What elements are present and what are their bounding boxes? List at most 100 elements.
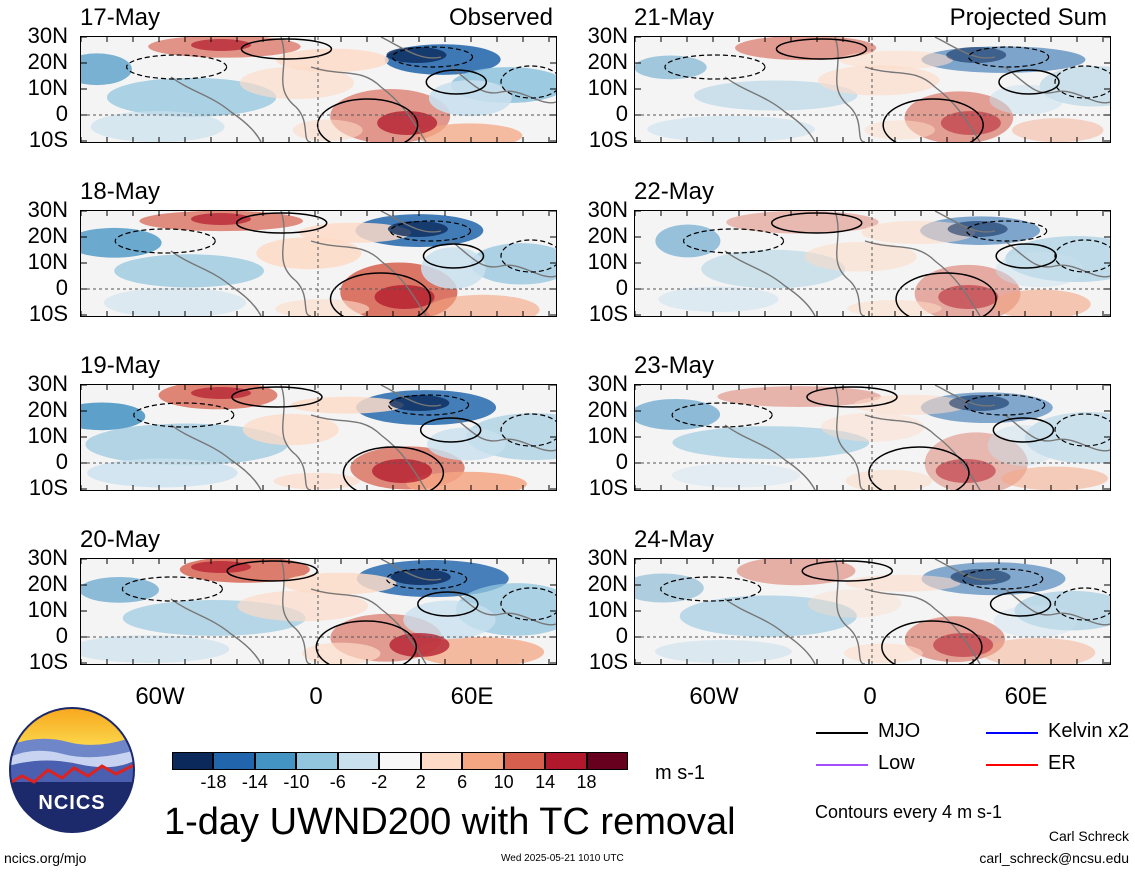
- wind-anomaly-map: [634, 36, 1111, 143]
- footer-url[interactable]: ncics.org/mjo: [4, 850, 87, 866]
- wind-anomaly-map: [80, 558, 557, 665]
- lat-tick-label: 30N: [27, 371, 68, 396]
- colorbar-swatch: [254, 752, 297, 770]
- colorbar: [172, 752, 628, 770]
- lat-tick-label: 20N: [27, 223, 68, 248]
- colorbar-swatch: [172, 752, 214, 770]
- lat-tick-label: 0: [55, 449, 68, 474]
- colorbar-tick-label: -18: [200, 772, 227, 792]
- lon-tick-label: 60E: [1004, 683, 1048, 710]
- wind-anomaly-map: [634, 210, 1111, 317]
- lon-tick-label: 60E: [450, 683, 494, 710]
- lat-tick-label: 10N: [27, 75, 68, 100]
- legend-swatch: [986, 732, 1038, 734]
- lat-tick-label: 0: [615, 275, 628, 300]
- panel-date: 18-May: [80, 178, 161, 205]
- lat-tick-label: 10N: [587, 75, 628, 100]
- colorbar-tick-label: -10: [283, 772, 310, 792]
- legend-label: MJO: [878, 720, 921, 742]
- lat-tick-label: 20N: [587, 49, 628, 74]
- panel-date: 23-May: [634, 352, 715, 379]
- lat-tick-label: 0: [55, 101, 68, 126]
- contour-note: Contours every 4 m s-1: [815, 802, 1003, 822]
- wind-anomaly-map: [634, 384, 1111, 491]
- lat-tick-label: 10N: [27, 423, 68, 448]
- colorbar-tick-label: -14: [241, 772, 268, 792]
- colorbar-tick-label: -6: [329, 772, 346, 792]
- colorbar-swatch: [296, 752, 338, 770]
- colorbar-swatch: [503, 752, 546, 770]
- colorbar-swatch: [420, 752, 463, 770]
- colorbar-swatch: [545, 752, 587, 770]
- panel-corner-label: Observed: [448, 4, 553, 31]
- colorbar-tick-label: 2: [415, 772, 426, 792]
- lat-tick-label: 0: [55, 623, 68, 648]
- lat-tick-label: 0: [615, 101, 628, 126]
- lat-tick-label: 10S: [28, 649, 68, 674]
- wind-anomaly-map: [80, 210, 557, 317]
- colorbar-swatch: [379, 752, 421, 770]
- lat-tick-label: 20N: [587, 571, 628, 596]
- lat-tick-label: 20N: [587, 397, 628, 422]
- wind-anomaly-map: [80, 36, 557, 143]
- lat-tick-label: 20N: [27, 397, 68, 422]
- lat-tick-label: 10S: [28, 475, 68, 500]
- lat-tick-label: 30N: [587, 371, 628, 396]
- legend-swatch: [816, 764, 868, 766]
- lon-tick-label: 0: [309, 683, 323, 710]
- lat-tick-label: 10N: [587, 249, 628, 274]
- lat-tick-label: 20N: [27, 49, 68, 74]
- lat-tick-label: 30N: [587, 23, 628, 48]
- colorbar-tick-label: 14: [535, 772, 556, 792]
- lat-tick-label: 0: [615, 449, 628, 474]
- chart-title: 1-day UWND200 with TC removal: [164, 801, 736, 843]
- lat-tick-label: 20N: [27, 571, 68, 596]
- panel-date: 20-May: [80, 526, 161, 553]
- colorbar-tick-label: 18: [576, 772, 597, 792]
- colorbar-swatch: [337, 752, 380, 770]
- legend-label: Low: [878, 752, 915, 774]
- lat-tick-label: 10S: [28, 127, 68, 152]
- colorbar-tick-label: -2: [371, 772, 388, 792]
- colorbar-swatch: [213, 752, 255, 770]
- lat-tick-label: 30N: [27, 23, 68, 48]
- legend-swatch: [816, 732, 868, 734]
- lat-tick-label: 10S: [588, 649, 628, 674]
- wind-anomaly-map: [80, 384, 557, 491]
- lat-tick-label: 10N: [27, 249, 68, 274]
- lat-tick-label: 20N: [587, 223, 628, 248]
- lon-tick-label: 60W: [689, 683, 739, 710]
- lat-tick-label: 10N: [587, 423, 628, 448]
- footer-email[interactable]: carl_schreck@ncsu.edu: [979, 850, 1129, 866]
- lat-tick-label: 0: [615, 623, 628, 648]
- lat-tick-label: 10S: [28, 301, 68, 326]
- legend-label: Kelvin x2: [1048, 720, 1130, 742]
- footer-author: Carl Schreck: [1048, 828, 1129, 844]
- lat-tick-label: 10S: [588, 127, 628, 152]
- lat-tick-label: 30N: [27, 197, 68, 222]
- panel-corner-label: Projected Sum: [949, 4, 1107, 31]
- lat-tick-label: 30N: [587, 545, 628, 570]
- lat-tick-label: 0: [55, 275, 68, 300]
- lat-tick-label: 10S: [588, 475, 628, 500]
- wind-anomaly-map: [634, 558, 1111, 665]
- legend-label: ER: [1048, 752, 1076, 774]
- colorbar-swatch: [462, 752, 504, 770]
- ncics-logo: NCICS: [8, 706, 136, 834]
- panel-date: 17-May: [80, 4, 161, 31]
- colorbar-tick-label: 6: [457, 772, 468, 792]
- panel-date: 21-May: [634, 4, 715, 31]
- panel-date: 22-May: [634, 178, 715, 205]
- lat-tick-label: 10S: [588, 301, 628, 326]
- colorbar-units: m s-1: [655, 762, 705, 784]
- lon-tick-label: 0: [863, 683, 877, 710]
- footer-timestamp: Wed 2025-05-21 1010 UTC: [501, 853, 624, 864]
- colorbar-tick-label: 10: [493, 772, 514, 792]
- lat-tick-label: 30N: [587, 197, 628, 222]
- panel-date: 19-May: [80, 352, 161, 379]
- lat-tick-label: 30N: [27, 545, 68, 570]
- logo-text: NCICS: [38, 792, 106, 814]
- panel-date: 24-May: [634, 526, 715, 553]
- lat-tick-label: 10N: [27, 597, 68, 622]
- lat-tick-label: 10N: [587, 597, 628, 622]
